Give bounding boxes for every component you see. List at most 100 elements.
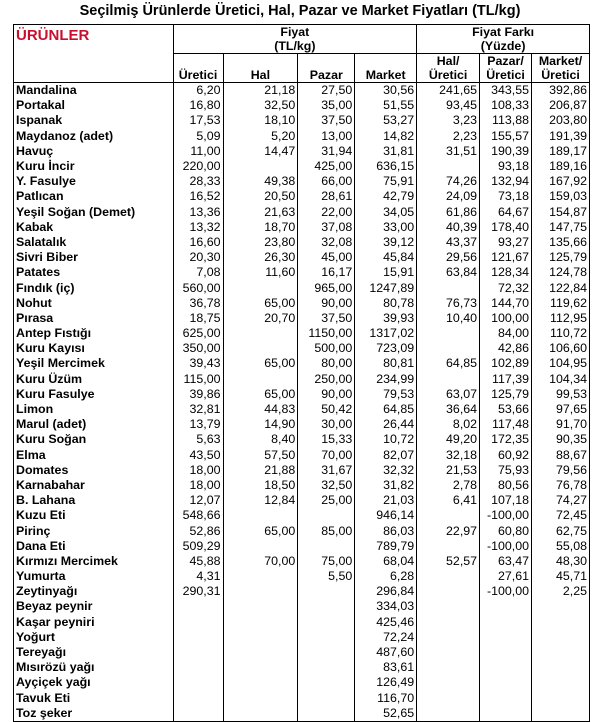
column-header: Hal bbox=[222, 53, 299, 83]
table-row: Kuru Üzüm 115,00 250,00 234,99 117,39 104,34 bbox=[13, 371, 590, 387]
value-cell: 11,60 bbox=[222, 265, 299, 281]
product-name: Nohut bbox=[13, 295, 174, 311]
product-name: Pırasa bbox=[13, 310, 174, 326]
table-row: Kuru İncir 220,00 425,00 636,15 93,18 189,16 bbox=[13, 158, 590, 175]
value-cell bbox=[479, 629, 533, 645]
value-cell: 40,39 bbox=[416, 219, 481, 235]
value-cell bbox=[479, 660, 533, 676]
value-cell: 39,43 bbox=[172, 356, 224, 372]
value-cell: 31,51 bbox=[416, 143, 481, 159]
value-cell: 52,65 bbox=[354, 705, 418, 722]
value-cell bbox=[172, 644, 224, 661]
product-name: Pirinç bbox=[13, 523, 174, 539]
value-cell: 7,08 bbox=[172, 265, 224, 281]
value-cell bbox=[222, 675, 299, 691]
value-cell: 42,86 bbox=[479, 341, 533, 357]
value-cell bbox=[222, 690, 299, 706]
value-cell bbox=[172, 675, 224, 691]
value-cell: 64,67 bbox=[479, 204, 533, 220]
product-name: Kuru Soğan bbox=[13, 432, 174, 448]
value-cell: 44,83 bbox=[222, 401, 299, 418]
value-cell: 5,63 bbox=[172, 432, 224, 448]
value-cell bbox=[297, 538, 356, 554]
value-cell: 15,33 bbox=[297, 432, 356, 448]
value-cell bbox=[416, 538, 481, 554]
value-cell: 290,31 bbox=[172, 584, 224, 600]
value-cell: 57,50 bbox=[222, 447, 299, 463]
value-cell: 159,03 bbox=[531, 189, 590, 205]
value-cell bbox=[222, 705, 299, 722]
product-name: B. Lahana bbox=[13, 493, 174, 509]
value-cell: -100,00 bbox=[479, 508, 533, 524]
diff-group-header: Fiyat Farkı (Yüzde) bbox=[416, 24, 590, 54]
product-name: Kaşar peyniri bbox=[13, 614, 174, 630]
value-cell: 965,00 bbox=[297, 280, 356, 296]
value-cell: 49,20 bbox=[416, 432, 481, 448]
value-cell bbox=[222, 508, 299, 524]
column-header: Market/ Üretici bbox=[531, 53, 590, 83]
product-name: Marul (adet) bbox=[13, 417, 174, 433]
value-cell: 119,62 bbox=[531, 295, 590, 311]
value-cell: 48,30 bbox=[531, 553, 590, 569]
value-cell: 72,24 bbox=[354, 629, 418, 645]
value-cell: 636,15 bbox=[354, 158, 418, 175]
value-cell: 55,08 bbox=[531, 538, 590, 554]
value-cell: 31,81 bbox=[354, 143, 418, 159]
value-cell: 45,84 bbox=[354, 250, 418, 266]
value-cell: 91,70 bbox=[531, 417, 590, 433]
product-name: Elma bbox=[13, 447, 174, 463]
table-row: Yeşil Soğan (Demet) 13,36 21,63 22,00 34,05 6… bbox=[13, 204, 590, 220]
value-cell: 43,50 bbox=[172, 447, 224, 463]
value-cell: 79,53 bbox=[354, 386, 418, 402]
value-cell: 20,70 bbox=[222, 310, 299, 326]
value-cell: 35,00 bbox=[297, 98, 356, 114]
value-cell: 86,03 bbox=[354, 523, 418, 539]
value-cell: 206,87 bbox=[531, 98, 590, 114]
value-cell: 76,78 bbox=[531, 477, 590, 494]
value-cell: 80,00 bbox=[297, 356, 356, 372]
value-cell: 37,50 bbox=[297, 113, 356, 129]
value-cell bbox=[531, 629, 590, 645]
price-group-label: Fiyat bbox=[280, 25, 310, 39]
value-cell bbox=[416, 690, 481, 706]
column-header: Üretici bbox=[172, 53, 224, 83]
value-cell: 30,00 bbox=[297, 417, 356, 433]
value-cell: 90,00 bbox=[297, 295, 356, 311]
product-name: Patates bbox=[13, 265, 174, 281]
value-cell: 42,79 bbox=[354, 189, 418, 205]
value-cell bbox=[531, 660, 590, 676]
value-cell bbox=[416, 371, 481, 387]
table-row: Kuru Kayısı 350,00 500,00 723,09 42,86 106,60 bbox=[13, 341, 590, 357]
product-name: Portakal bbox=[13, 98, 174, 114]
product-name: Mandalina bbox=[13, 82, 174, 99]
product-name: Domates bbox=[13, 462, 174, 478]
table-row: Kuzu Eti 548,66 946,14 -100,00 72,45 bbox=[13, 508, 590, 524]
table-row: Kuru Fasulye 39,86 65,00 90,00 79,53 63,07 125… bbox=[13, 386, 590, 402]
value-cell: 115,00 bbox=[172, 371, 224, 387]
value-cell: 100,00 bbox=[479, 310, 533, 326]
value-cell: 8,02 bbox=[416, 417, 481, 433]
product-name: Salatalık bbox=[13, 234, 174, 251]
value-cell: 36,64 bbox=[416, 401, 481, 418]
value-cell: 487,60 bbox=[354, 644, 418, 661]
value-cell: 97,65 bbox=[531, 401, 590, 418]
table-row: Antep Fıstığı 625,00 1150,00 1317,02 84,00 11… bbox=[13, 326, 590, 342]
value-cell: 83,61 bbox=[354, 660, 418, 676]
value-cell bbox=[297, 675, 356, 691]
product-name: Toz şeker bbox=[13, 705, 174, 722]
value-cell: 45,71 bbox=[531, 569, 590, 585]
value-cell: 93,27 bbox=[479, 234, 533, 251]
product-name: Havuç bbox=[13, 143, 174, 159]
value-cell: 116,70 bbox=[354, 690, 418, 706]
value-cell: 32,18 bbox=[416, 447, 481, 463]
product-name: Kuru Kayısı bbox=[13, 341, 174, 357]
value-cell: 75,91 bbox=[354, 174, 418, 190]
value-cell: 6,28 bbox=[354, 569, 418, 585]
value-cell: 18,10 bbox=[222, 113, 299, 129]
table-row: Zeytinyağı 290,31 296,84 -100,00 2,25 bbox=[13, 584, 590, 600]
value-cell bbox=[222, 599, 299, 615]
value-cell: 53,66 bbox=[479, 401, 533, 418]
value-cell: 172,35 bbox=[479, 432, 533, 448]
value-cell bbox=[222, 660, 299, 676]
value-cell bbox=[416, 158, 481, 175]
